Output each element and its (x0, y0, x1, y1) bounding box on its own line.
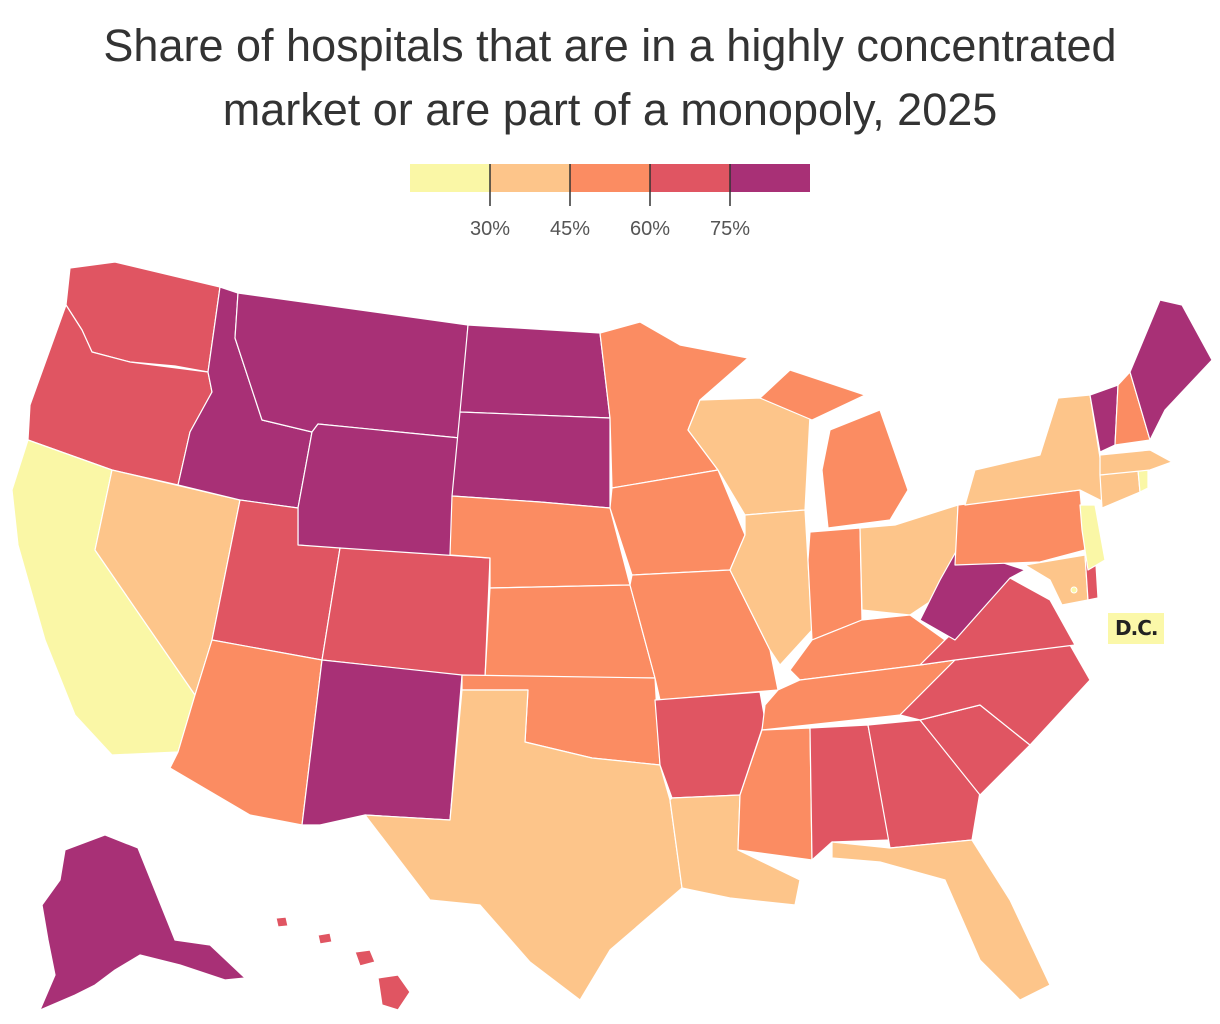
legend-bin-5 (730, 164, 810, 192)
us-map (11, 261, 1213, 1011)
state-ia (609, 469, 746, 576)
state-co (321, 547, 491, 679)
state-va (919, 577, 1076, 666)
state-me (1129, 299, 1213, 441)
state-ga (867, 719, 981, 849)
legend-tick-label-2: 45% (550, 218, 590, 240)
state-fl (831, 839, 1051, 1001)
state-mi (759, 369, 909, 529)
legend-tick-label-3: 60% (630, 218, 670, 240)
state-ak (39, 834, 246, 1011)
state-nm (301, 659, 463, 826)
state-ks (484, 584, 656, 679)
state-nj (1079, 504, 1106, 571)
title-line-1: Share of hospitals that are in a highly … (103, 20, 1117, 71)
legend-bin-4 (650, 164, 730, 192)
dc-label: D.C. (1108, 613, 1165, 644)
state-al (809, 724, 891, 861)
state-ma (1099, 449, 1173, 476)
state-ms (737, 727, 813, 861)
state-ny (964, 394, 1111, 506)
state-hi-maui (354, 949, 376, 967)
legend-tick-label-4: 75% (710, 218, 750, 240)
state-mt (234, 292, 469, 439)
legend-bin-3 (570, 164, 650, 192)
state-sd (451, 411, 611, 509)
state-wy (297, 423, 461, 561)
dc-marker (1070, 586, 1078, 594)
state-nd (459, 324, 611, 419)
state-wi (687, 397, 811, 516)
title-line-2: market or are part of a monopoly, 2025 (222, 84, 998, 135)
legend-bin-2 (490, 164, 570, 192)
state-ri (1137, 469, 1149, 493)
legend-svg: 30% 45% 60% 75% (410, 164, 810, 240)
legend-bin-1 (410, 164, 490, 192)
state-ct (1099, 469, 1141, 509)
legend-tick-label-1: 30% (470, 218, 510, 240)
state-wv (919, 547, 1026, 641)
state-hi-kauai (275, 916, 289, 928)
color-legend: 30% 45% 60% 75% (410, 164, 810, 244)
state-hi-oahu (317, 932, 333, 945)
state-il (729, 509, 813, 666)
state-tx (364, 689, 683, 1001)
chart-title: Share of hospitals that are in a highly … (0, 14, 1220, 142)
state-hi-group (275, 916, 411, 1011)
state-hi-big (377, 974, 411, 1011)
